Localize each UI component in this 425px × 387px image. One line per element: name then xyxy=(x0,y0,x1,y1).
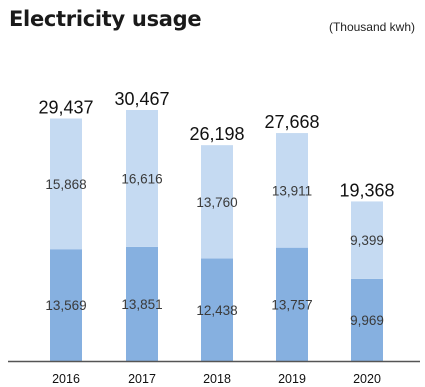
total-label-2016: 29,437 xyxy=(38,97,93,117)
unit-label: (Thousand kwh) xyxy=(328,20,415,34)
x-tick-2017: 2017 xyxy=(128,372,156,386)
bar-upper-2017 xyxy=(126,110,158,247)
x-tick-labels: 2016 2017 2018 2019 2020 xyxy=(52,372,381,386)
value-label-lower-2020: 9,969 xyxy=(350,313,384,328)
bar-upper-2020 xyxy=(351,201,383,279)
value-label-upper-2018: 13,760 xyxy=(196,195,237,210)
x-tick-2019: 2019 xyxy=(278,372,306,386)
x-tick-2020: 2020 xyxy=(353,372,381,386)
bar-upper-2019 xyxy=(276,133,308,248)
value-label-upper-2020: 9,399 xyxy=(350,233,384,248)
bar-lower-2016 xyxy=(50,249,82,361)
value-label-lower-2018: 12,438 xyxy=(196,303,237,318)
value-label-lower-2017: 13,851 xyxy=(121,297,162,312)
value-label-lower-2016: 13,569 xyxy=(45,298,86,313)
x-tick-2016: 2016 xyxy=(52,372,80,386)
bar-lower-2020 xyxy=(351,278,383,361)
value-label-upper-2019: 13,911 xyxy=(272,183,312,198)
chart-title: Electricity usage xyxy=(9,7,202,31)
total-label-2019: 27,668 xyxy=(264,112,319,132)
value-label-upper-2017: 16,616 xyxy=(121,171,162,186)
bar-upper-2016 xyxy=(50,118,82,250)
bar-lower-2019 xyxy=(276,247,308,361)
bars-layer xyxy=(50,110,383,361)
bar-lower-2017 xyxy=(126,246,158,361)
labels-layer: 13,569 15,868 29,437 13,851 16,616 30,467 12,4… xyxy=(38,89,394,328)
value-label-lower-2019: 13,757 xyxy=(271,297,312,312)
total-label-2017: 30,467 xyxy=(114,89,169,109)
x-tick-2018: 2018 xyxy=(203,372,231,386)
total-label-2018: 26,198 xyxy=(189,124,244,144)
value-label-upper-2016: 15,868 xyxy=(45,177,86,192)
total-label-2020: 19,368 xyxy=(339,180,394,200)
bar-upper-2018 xyxy=(201,145,233,259)
bar-lower-2018 xyxy=(201,258,233,361)
